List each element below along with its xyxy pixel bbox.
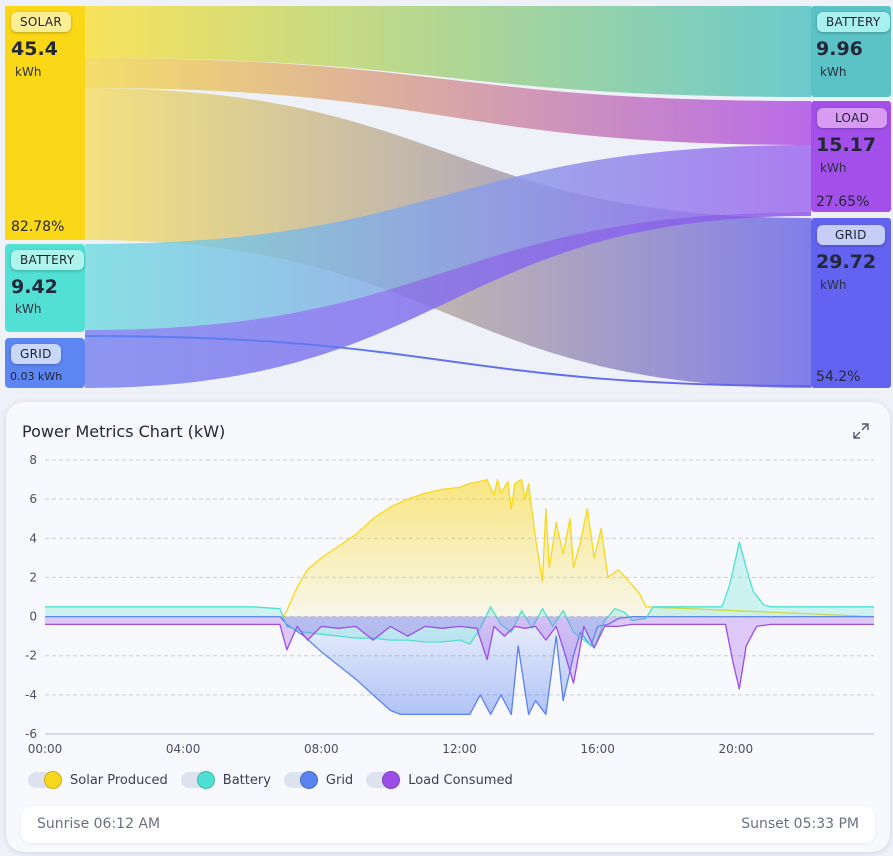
legend-label: Grid <box>325 772 354 788</box>
grid-source-value: 0.03 <box>10 370 35 383</box>
series-area-solar-produced <box>45 479 874 617</box>
expand-icon[interactable] <box>852 422 870 440</box>
chart-series <box>45 478 875 716</box>
sunset-text: Sunset 05:33 PM <box>741 816 859 832</box>
battery-target-label: BATTERY <box>817 12 890 32</box>
legend-item-load-consumed[interactable]: Load Consumed <box>366 771 513 789</box>
legend-toggle[interactable] <box>366 771 401 789</box>
battery-target-unit: kWh <box>820 65 847 79</box>
legend-label: Load Consumed <box>408 772 513 788</box>
legend-item-solar-produced[interactable]: Solar Produced <box>28 771 168 789</box>
series-line-solar-produced <box>45 478 875 618</box>
flow-solar-to-battery <box>85 6 811 97</box>
y-tick-label: -4 <box>25 688 37 702</box>
y-axis-ticks: -6 -4 -2 0 2 4 6 8 <box>25 453 37 741</box>
battery-target-value: 9.96 <box>816 38 863 60</box>
sunrise-text: Sunrise 06:12 AM <box>37 816 161 832</box>
flow-battery-to-grid <box>85 212 811 388</box>
x-tick-label: 16:00 <box>580 742 615 756</box>
flow-solar-to-load <box>85 58 811 145</box>
legend-swatch <box>44 771 62 789</box>
y-tick-label: 4 <box>29 531 37 545</box>
legend-label: Solar Produced <box>70 772 168 788</box>
sun-times-bar: Sunrise 06:12 AM Sunset 05:33 PM <box>21 806 875 843</box>
legend-toggle[interactable] <box>283 771 318 789</box>
load-target-unit: kWh <box>820 161 847 175</box>
legend-item-battery[interactable]: Battery <box>180 771 271 789</box>
target-node-grid[interactable] <box>811 218 891 388</box>
battery-source-value: 9.42 <box>11 276 58 298</box>
flow-battery-to-load <box>85 145 811 330</box>
legend-toggle[interactable] <box>180 771 215 789</box>
legend-swatch <box>196 771 215 789</box>
grid-source-label: GRID <box>11 344 61 364</box>
grid-source-unit: kWh <box>38 370 63 383</box>
solar-source-unit: kWh <box>15 65 42 79</box>
battery-source-label: BATTERY <box>11 250 84 270</box>
series-line-load-consumed <box>45 623 874 690</box>
source-node-solar[interactable] <box>5 6 85 240</box>
legend-item-grid[interactable]: Grid <box>283 771 354 789</box>
x-axis-ticks: 00:00 04:00 08:00 12:00 16:00 20:00 <box>28 742 753 756</box>
battery-source-unit: kWh <box>15 302 42 316</box>
y-tick-label: -6 <box>25 727 37 741</box>
x-tick-label: 08:00 <box>304 742 339 756</box>
load-target-label: LOAD <box>817 108 888 128</box>
chart-title: Power Metrics Chart (kW) <box>22 422 226 441</box>
series-line-grid <box>45 615 874 716</box>
x-tick-label: 12:00 <box>442 742 477 756</box>
x-tick-label: 00:00 <box>28 742 63 756</box>
flow-grid-to-grid <box>84 335 812 387</box>
x-tick-label: 20:00 <box>719 742 754 756</box>
x-tick-label: 04:00 <box>166 742 201 756</box>
legend-label: Battery <box>222 772 271 788</box>
grid-target-percent: 54.2% <box>816 369 861 385</box>
legend-swatch <box>299 771 318 789</box>
y-tick-label: 8 <box>29 453 37 467</box>
solar-source-percent: 82.78% <box>11 219 65 235</box>
grid-target-label: GRID <box>817 225 885 245</box>
power-metrics-chart: -6 -4 -2 0 2 4 6 8 00:00 04:00 08:00 12:00 16:00 20:… <box>25 453 875 756</box>
y-tick-label: 2 <box>29 570 37 584</box>
chart-legend: Solar Produced Battery Grid Load Consumed <box>28 770 513 790</box>
series-area-grid <box>45 616 874 715</box>
target-node-load[interactable] <box>811 101 891 212</box>
y-tick-label: 6 <box>29 492 37 506</box>
load-target-percent: 27.65% <box>816 194 870 210</box>
legend-toggle[interactable] <box>28 771 62 789</box>
load-target-value: 15.17 <box>816 134 877 156</box>
sankey-graphic <box>5 6 891 388</box>
grid-target-value: 29.72 <box>816 251 877 273</box>
y-tick-label: 0 <box>29 610 37 624</box>
grid-target-unit: kWh <box>820 278 847 292</box>
solar-source-value: 45.4 <box>11 38 58 60</box>
solar-source-label: SOLAR <box>11 12 72 32</box>
energy-flow-sankey: SOLAR 45.4 kWh 82.78% BATTERY 9.42 kWh G… <box>0 0 893 392</box>
series-line-battery <box>45 541 874 649</box>
power-metrics-card: Power Metrics Chart (kW) -6 -4 -2 0 2 4 6 8 00:… <box>6 402 890 852</box>
y-tick-label: -2 <box>25 649 37 663</box>
legend-swatch <box>382 771 401 789</box>
